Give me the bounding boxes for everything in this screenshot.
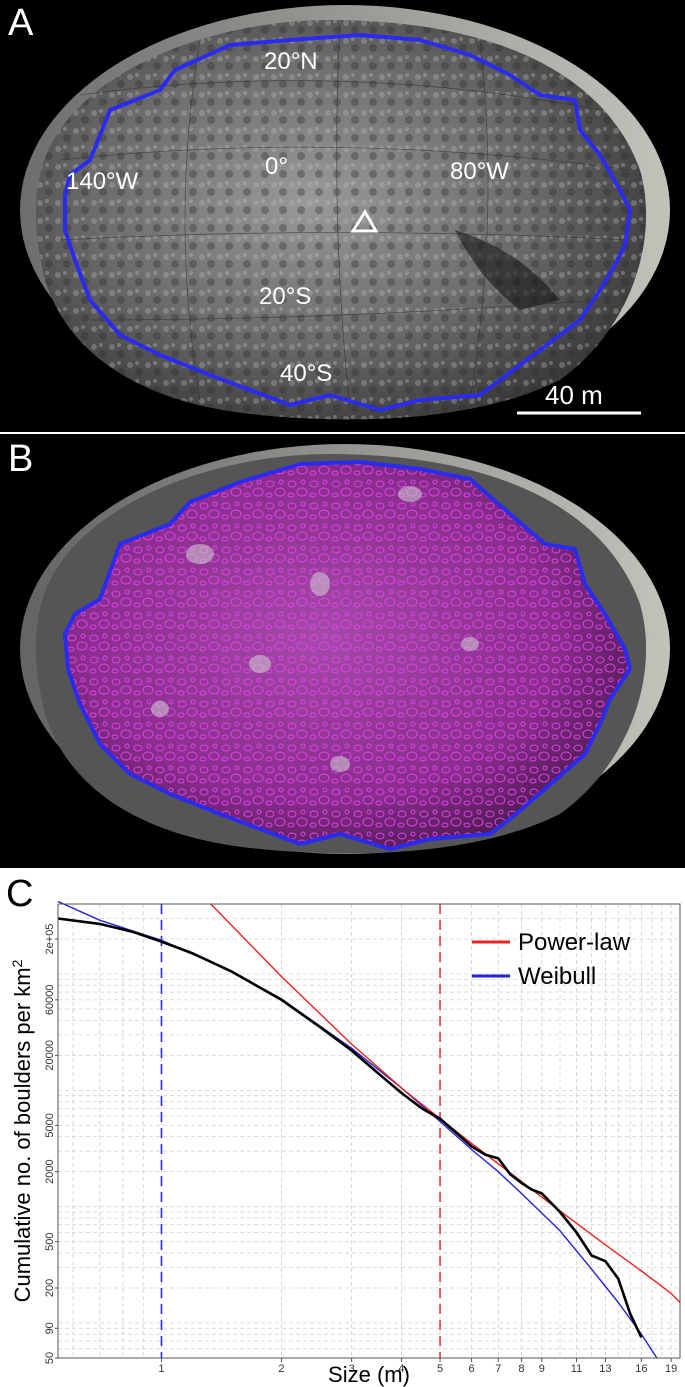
x-tick-label: 6 (469, 1363, 475, 1375)
x-tick-label: 4 (398, 1363, 404, 1375)
lat-label-20s: 20°S (259, 283, 312, 310)
y-axis-ticks: 2e+05 60000 20000 5000 2000 500 200 90 50 (44, 924, 58, 1364)
legend-label-power-law: Power-law (518, 929, 631, 956)
scale-bar-label: 40 m (545, 380, 603, 410)
lat-label-40s: 40°S (280, 360, 333, 387)
panel-a-label: A (8, 2, 34, 44)
chart-series (57, 900, 681, 1359)
y-tick-label: 2e+05 (44, 924, 56, 955)
y-tick-label: 20000 (44, 1040, 56, 1071)
x-tick-label: 3 (349, 1363, 355, 1375)
x-tick-label: 13 (599, 1363, 611, 1375)
y-tick-label: 2000 (44, 1159, 56, 1183)
panel-c-label: C (6, 873, 33, 915)
x-tick-label: 7 (495, 1363, 501, 1375)
y-tick-label: 90 (44, 1322, 56, 1334)
plot-frame (57, 903, 681, 1359)
x-tick-label: 16 (635, 1363, 647, 1375)
panel-b-label: B (8, 438, 34, 480)
chart-legend: Power-law Weibull (472, 929, 631, 990)
series-line-power-law (210, 903, 681, 1303)
panel-a-image: A 20°N 0° 20°S 40°S 140°W 80°W 40 m (0, 0, 685, 432)
legend-label-weibull: Weibull (518, 963, 596, 990)
y-tick-label: 200 (44, 1279, 56, 1297)
y-tick-label: 5000 (44, 1113, 56, 1137)
y-tick-label: 50 (44, 1352, 56, 1364)
lat-label-20n: 20°N (264, 48, 318, 75)
y-tick-label: 60000 (44, 985, 56, 1016)
lon-label-140w: 140°W (66, 168, 139, 195)
x-axis-ticks: 1 2 3 4 5 6 7 8 9 11 13 16 19 (158, 1358, 677, 1375)
lat-label-0: 0° (265, 153, 288, 180)
size-frequency-chart: 1 2 3 4 5 6 7 8 9 11 13 16 19 2e+05 60000 20000 5000 200… (6, 873, 681, 1387)
x-tick-label: 11 (571, 1363, 582, 1375)
x-tick-label: 8 (518, 1363, 524, 1375)
y-tick-label: 500 (44, 1233, 56, 1251)
series-line-data (57, 917, 643, 1339)
x-tick-label: 9 (539, 1363, 545, 1375)
x-tick-label: 5 (437, 1363, 443, 1375)
lon-label-80w: 80°W (450, 158, 509, 185)
y-axis-title: Cumulative no. of boulders per km2 (9, 959, 35, 1302)
x-tick-label: 1 (158, 1363, 164, 1375)
asteroid-image-b (20, 444, 670, 854)
x-tick-label: 19 (665, 1363, 677, 1375)
panel-b-image: B (0, 434, 685, 868)
x-tick-label: 2 (278, 1363, 284, 1375)
x-axis-title: Size (m) (328, 1362, 410, 1387)
chart-threshold-lines (160, 904, 441, 1358)
panel-c-chart: 1 2 3 4 5 6 7 8 9 11 13 16 19 2e+05 60000 20000 5000 200… (0, 868, 685, 1387)
asteroid-image-a (20, 5, 670, 420)
